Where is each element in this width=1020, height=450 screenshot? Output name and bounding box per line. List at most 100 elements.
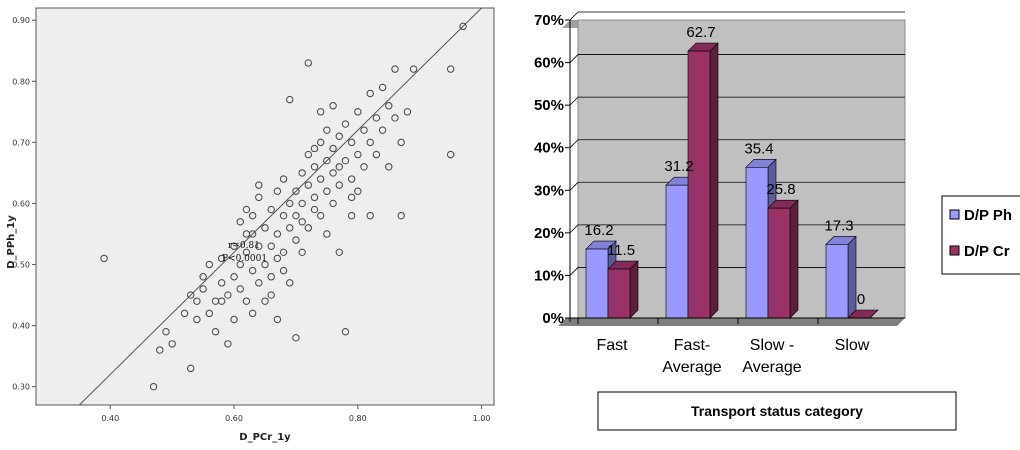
scatter-fit-line bbox=[78, 7, 482, 406]
scatter-point bbox=[292, 334, 300, 342]
bar-data-label: 17.3 bbox=[824, 217, 853, 234]
bar-category-label: Average bbox=[662, 359, 721, 376]
bar bbox=[745, 166, 769, 319]
scatter-point bbox=[236, 285, 244, 293]
scatter-point bbox=[323, 156, 331, 165]
scatter-point bbox=[304, 150, 313, 159]
scatter-x-tick-label: 1.00 bbox=[473, 414, 491, 423]
scatter-point bbox=[298, 169, 306, 177]
bar-category-label: Average bbox=[742, 359, 801, 376]
scatter-point bbox=[273, 187, 282, 195]
scatter-point bbox=[354, 187, 362, 195]
bar bbox=[767, 207, 791, 319]
scatter-point bbox=[292, 187, 300, 195]
scatter-plot-area bbox=[35, 7, 495, 406]
scatter-point bbox=[298, 248, 306, 257]
scatter-point bbox=[224, 340, 232, 348]
scatter-point bbox=[267, 205, 275, 214]
scatter-x-axis-label: D_PCr_1y bbox=[239, 432, 291, 443]
scatter-point bbox=[304, 59, 313, 67]
scatter-point bbox=[298, 199, 306, 208]
scatter-point bbox=[255, 242, 263, 250]
bar-y-tick-label: 60% bbox=[534, 55, 564, 72]
bar-category-label: Fast bbox=[596, 337, 628, 354]
legend-label-cr: D/P Cr bbox=[964, 243, 1010, 260]
scatter-point bbox=[347, 138, 356, 147]
scatter-point bbox=[385, 102, 393, 110]
scatter-x-tick-label: 0.80 bbox=[349, 414, 367, 423]
scatter-point bbox=[372, 150, 381, 159]
scatter-point bbox=[409, 65, 418, 73]
scatter-point bbox=[199, 273, 207, 281]
scatter-point bbox=[217, 279, 226, 287]
bar-gridline bbox=[569, 181, 905, 191]
legend-box bbox=[941, 195, 1020, 275]
bar-chart: 0% 10% 20% 30% 40% 50% 60% 70% 16.2 11.5 31.2 62.7… bbox=[534, 11, 1020, 431]
bar-series bbox=[585, 42, 879, 319]
scatter-point bbox=[267, 242, 275, 250]
scatter-y-ticks: 0.30 0.40 0.50 0.60 0.70 0.80 0.90 bbox=[12, 16, 36, 392]
scatter-point bbox=[329, 144, 337, 153]
scatter-point bbox=[366, 211, 374, 220]
scatter-point bbox=[298, 218, 306, 226]
scatter-point bbox=[261, 224, 269, 232]
scatter-annotation-r: r=0.81 bbox=[228, 241, 260, 251]
scatter-point bbox=[341, 156, 350, 165]
scatter-point bbox=[304, 224, 313, 232]
bar bbox=[585, 248, 609, 319]
scatter-point bbox=[329, 102, 337, 110]
scatter-point bbox=[310, 193, 319, 202]
scatter-point bbox=[329, 169, 337, 177]
scatter-point bbox=[310, 163, 319, 171]
scatter-point bbox=[347, 193, 356, 202]
scatter-point bbox=[360, 126, 368, 134]
bar-side-face bbox=[847, 235, 857, 319]
scatter-point bbox=[242, 205, 251, 214]
scatter-point bbox=[187, 291, 195, 299]
scatter-point bbox=[248, 230, 257, 238]
scatter-point bbox=[347, 211, 356, 220]
bar-y-tick-label: 20% bbox=[534, 225, 564, 242]
scatter-point bbox=[341, 120, 350, 128]
scatter-x-ticks: 0.40 0.60 0.80 1.00 bbox=[101, 405, 491, 423]
bar-data-label: 11.5 bbox=[607, 242, 635, 259]
scatter-point bbox=[199, 285, 207, 293]
scatter-point bbox=[292, 211, 300, 220]
bar-x-axis-title: Transport status category bbox=[691, 403, 863, 419]
scatter-x-tick-label: 0.40 bbox=[101, 414, 119, 423]
bar-y-tick-label: 50% bbox=[534, 97, 564, 114]
legend-swatch-ph bbox=[949, 209, 960, 220]
scatter-point bbox=[286, 95, 294, 104]
scatter-point bbox=[279, 266, 288, 275]
bar bbox=[825, 244, 849, 319]
scatter-point bbox=[323, 230, 331, 238]
scatter-point bbox=[329, 199, 337, 208]
scatter-point bbox=[273, 254, 282, 263]
legend-label-ph: D/P Ph bbox=[964, 207, 1012, 224]
scatter-y-tick-label: 0.80 bbox=[12, 77, 30, 86]
scatter-point bbox=[310, 205, 319, 214]
scatter-point bbox=[335, 248, 343, 257]
bar-y-tick-label: 30% bbox=[534, 182, 564, 199]
scatter-point bbox=[205, 260, 213, 269]
scatter-annotation-p: P<0.0001 bbox=[222, 254, 267, 264]
scatter-point bbox=[224, 291, 232, 299]
scatter-point bbox=[180, 309, 189, 318]
scatter-point bbox=[187, 364, 195, 373]
bar-gridline bbox=[569, 96, 905, 106]
bar-y-ticks: 0% 10% 20% 30% 40% 50% 60% 70% bbox=[534, 12, 570, 327]
scatter-point bbox=[446, 65, 455, 73]
scatter-point bbox=[310, 144, 319, 153]
scatter-point bbox=[267, 273, 275, 281]
legend-swatch-cr bbox=[949, 245, 960, 256]
scatter-point bbox=[279, 248, 288, 257]
bar bbox=[687, 50, 711, 319]
scatter-y-tick-label: 0.30 bbox=[12, 383, 30, 392]
scatter-point bbox=[323, 126, 331, 134]
bar-legend: D/P Ph D/P Cr bbox=[941, 195, 1020, 275]
bar-gridline bbox=[569, 54, 905, 63]
scatter-point bbox=[335, 132, 343, 140]
bar-y-tick-label: 40% bbox=[534, 140, 564, 157]
bar-data-label: 31.2 bbox=[664, 158, 693, 175]
scatter-point bbox=[403, 108, 412, 116]
